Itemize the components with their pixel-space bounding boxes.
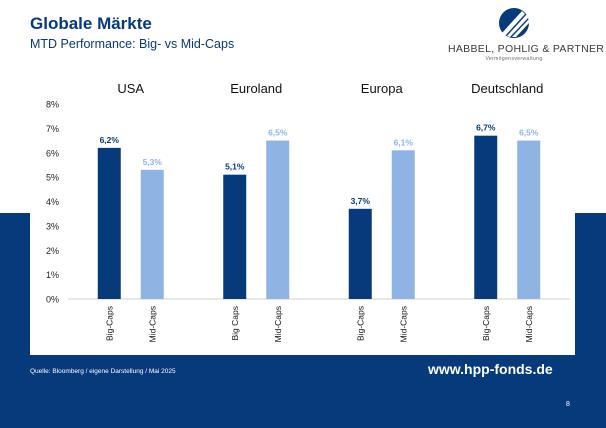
bars bbox=[97, 135, 541, 299]
bar bbox=[391, 150, 415, 299]
bar bbox=[223, 174, 247, 299]
data-label: 6,1% bbox=[394, 137, 414, 147]
page-title: Globale Märkte bbox=[30, 14, 152, 33]
y-tick-label: 3% bbox=[46, 221, 59, 231]
source-note: Quelle: Bloomberg / eigene Darstellung /… bbox=[30, 368, 176, 375]
logo-name: HABBEL, POHLIG & PARTNER bbox=[448, 43, 605, 55]
category-label: Mid-Caps bbox=[398, 306, 408, 342]
value-labels: 6,2% 5,3% 5,1% 6,5% 3,7% 6,1% 6,7% 6,5% bbox=[100, 123, 539, 206]
y-tick-label: 2% bbox=[46, 246, 59, 256]
group-headers: USA Euroland Europa Deutschland bbox=[117, 81, 543, 96]
website-link[interactable]: www.hpp-fonds.de bbox=[428, 361, 553, 377]
data-label: 6,7% bbox=[476, 123, 496, 133]
logo-tagline: Vermögensverwaltung bbox=[485, 56, 543, 62]
page-subtitle: MTD Performance: Big- vs Mid-Caps bbox=[30, 37, 235, 51]
y-axis: 0% 1% 2% 3% 4% 5% 6% 7% 8% bbox=[46, 100, 59, 305]
data-label: 5,3% bbox=[143, 157, 163, 167]
bar bbox=[348, 208, 372, 299]
y-tick-label: 4% bbox=[46, 197, 59, 207]
y-tick-label: 5% bbox=[46, 173, 59, 183]
y-tick-label: 6% bbox=[46, 148, 59, 158]
category-label: Big Caps bbox=[230, 306, 240, 341]
y-tick-label: 1% bbox=[46, 270, 59, 280]
bar bbox=[140, 169, 164, 299]
data-label: 3,7% bbox=[351, 196, 371, 206]
data-label: 6,5% bbox=[519, 128, 539, 138]
company-logo: HABBEL, POHLIG & PARTNER Vermögensverwal… bbox=[448, 6, 605, 66]
bar bbox=[474, 135, 498, 299]
group-header: Europa bbox=[361, 81, 404, 96]
bar bbox=[517, 140, 541, 299]
page-number: 8 bbox=[566, 401, 570, 408]
y-tick-label: 8% bbox=[46, 100, 59, 110]
category-label: Big-Caps bbox=[104, 306, 114, 341]
y-tick-label: 7% bbox=[46, 124, 59, 134]
data-label: 5,1% bbox=[225, 162, 245, 172]
group-header: Deutschland bbox=[471, 81, 543, 96]
data-label: 6,2% bbox=[100, 135, 120, 145]
category-label: Big-Caps bbox=[355, 306, 365, 341]
data-label: 6,5% bbox=[268, 128, 288, 138]
bar bbox=[266, 140, 290, 299]
category-label: Mid-Caps bbox=[273, 306, 283, 342]
category-label: Mid-Caps bbox=[147, 306, 157, 342]
group-header: USA bbox=[117, 81, 144, 96]
category-labels: Big-Caps Mid-Caps Big Caps Mid-Caps Big-Caps… bbox=[104, 306, 534, 342]
group-header: Euroland bbox=[230, 81, 282, 96]
logo-emblem-icon bbox=[499, 8, 529, 38]
bar bbox=[97, 147, 121, 299]
y-tick-label: 0% bbox=[46, 295, 59, 305]
category-label: Mid-Caps bbox=[524, 306, 534, 342]
category-label: Big-Caps bbox=[481, 306, 491, 341]
